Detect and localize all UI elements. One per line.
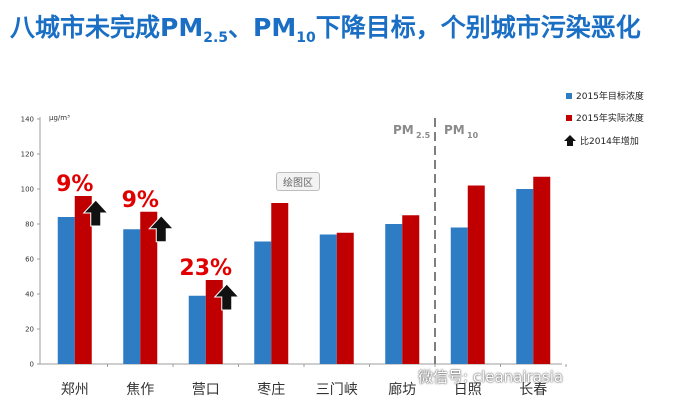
increase-percent: 9% — [122, 188, 159, 213]
y-tick-label: 140 — [21, 116, 34, 124]
title-part3: 下降目标，个别城市污染恶化 — [315, 13, 641, 42]
category-label: 廊坊 — [388, 381, 416, 398]
legend-arrow-icon — [564, 135, 576, 146]
pm10-subscript: 10 — [467, 131, 479, 140]
bar-target — [450, 227, 468, 364]
legend-swatch-target — [566, 93, 572, 99]
bar-actual — [402, 215, 420, 364]
category-label: 长春 — [519, 382, 547, 398]
bar-actual — [533, 176, 551, 364]
y-tick-label: 20 — [25, 326, 34, 334]
up-arrow-icon — [148, 215, 175, 243]
up-arrow-icon — [82, 199, 109, 227]
title-part1: 八城市未完成PM — [10, 13, 204, 42]
bar-actual — [140, 211, 158, 364]
bar-target — [319, 234, 337, 364]
bar-target — [57, 217, 75, 364]
y-tick-label: 80 — [25, 221, 34, 229]
y-axis-unit: μg/m³ — [49, 114, 70, 122]
bar-target — [385, 224, 403, 364]
legend-label-target: 2015年目标浓度 — [576, 90, 644, 102]
plot-area-label: 绘图区 — [276, 172, 320, 191]
pm25-label: PM — [393, 123, 414, 137]
up-arrow-icon — [213, 283, 240, 311]
y-tick-label: 0 — [30, 361, 34, 369]
bar-target — [188, 295, 206, 364]
page-title: 八城市未完成PM2.5、PM10下降目标，个别城市污染恶化 — [10, 8, 641, 46]
bar-actual — [336, 232, 354, 364]
y-tick-label: 120 — [21, 151, 34, 159]
category-label: 枣庄 — [257, 381, 285, 398]
category-label: 三门峡 — [316, 382, 358, 398]
bar-target — [254, 241, 272, 364]
bar-actual — [467, 185, 485, 364]
bar-target — [516, 189, 534, 364]
title-sub2: 10 — [296, 30, 316, 46]
wechat-watermark: 微信号: cleanairasia — [418, 368, 564, 386]
category-label: 焦作 — [126, 382, 154, 398]
category-label: 营口 — [192, 382, 220, 398]
legend-label-increase: 比2014年增加 — [580, 135, 639, 147]
bar-actual — [205, 280, 223, 364]
category-label: 日照 — [454, 382, 482, 398]
bar-actual — [74, 196, 92, 364]
legend-swatch-actual — [566, 115, 572, 121]
y-tick-label: 60 — [25, 256, 34, 264]
category-label: 郑州 — [61, 382, 89, 398]
y-tick-label: 100 — [21, 186, 34, 194]
increase-percent: 9% — [56, 172, 93, 197]
bar-target — [123, 229, 141, 364]
title-part2: 、PM — [228, 13, 297, 42]
bar-actual — [271, 203, 289, 364]
legend-label-actual: 2015年实际浓度 — [576, 112, 644, 124]
pm25-subscript: 2.5 — [416, 131, 431, 140]
title-sub1: 2.5 — [203, 30, 229, 46]
y-tick-label: 40 — [25, 291, 34, 299]
pm10-label: PM — [444, 123, 465, 137]
increase-percent: 23% — [179, 256, 232, 281]
